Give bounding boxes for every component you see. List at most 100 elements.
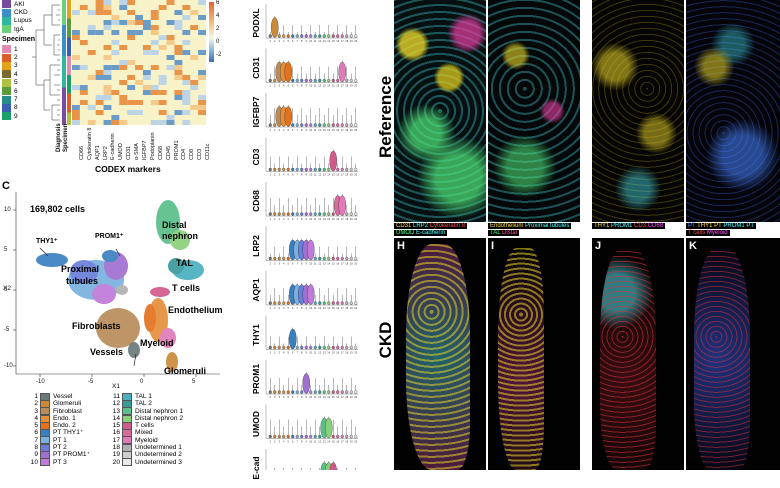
heatmap-cell bbox=[166, 65, 175, 70]
marker-label: CD3 bbox=[197, 148, 204, 160]
cluster-label: Vessel bbox=[53, 393, 73, 400]
caption-segment: PROM1 bbox=[611, 223, 635, 229]
cluster-number: 19 bbox=[112, 451, 120, 459]
violin-x-tick: 17 bbox=[341, 440, 344, 444]
violin-shape bbox=[313, 167, 317, 172]
marker-heatmap bbox=[72, 0, 206, 125]
violin-x-tick: 18 bbox=[345, 84, 348, 88]
heatmap-cell bbox=[79, 85, 88, 90]
heatmap-cell bbox=[103, 55, 112, 60]
violin-shape bbox=[277, 345, 281, 350]
violin-x-tick: 17 bbox=[341, 84, 344, 88]
violin-x-tick: 5 bbox=[288, 395, 290, 399]
heatmap-cell bbox=[150, 40, 159, 45]
violin-x-tick: 16 bbox=[336, 440, 339, 444]
legend-label: IgA bbox=[14, 25, 24, 33]
cluster-label: PT 3 bbox=[53, 458, 67, 466]
violin-plots: 1 2 3 4 5 6 7 8 9 10 11 12 13 14 15 16 17 18 19 201 2 3 4 5 6 7 8 9… bbox=[265, 4, 358, 470]
violin-x-tick: 3 bbox=[279, 262, 281, 266]
specimen-legend-item: 3 bbox=[2, 61, 18, 70]
cluster-number: 10 bbox=[30, 458, 38, 466]
violin-x-tick: 2 bbox=[274, 306, 276, 310]
cluster-label: Undetermined 3 bbox=[135, 458, 182, 466]
violin-shape bbox=[309, 434, 313, 439]
violin-shape bbox=[295, 434, 299, 439]
heatmap-cell bbox=[158, 75, 167, 80]
violin-shape bbox=[336, 345, 340, 350]
violin-x-tick: 11 bbox=[314, 262, 317, 266]
umap-label-nephron: nephron bbox=[162, 231, 198, 241]
violin-x-tick: 9 bbox=[306, 173, 308, 177]
heatmap-cell bbox=[72, 115, 80, 120]
heatmap-cell bbox=[95, 10, 104, 15]
specimen-legend-item: 7 bbox=[2, 95, 18, 104]
cluster-legend-item: 16 Mixed bbox=[110, 429, 183, 438]
marker-label: CD4 bbox=[181, 148, 188, 160]
violin-x-tick: 9 bbox=[306, 395, 308, 399]
panel-letter-j: J bbox=[595, 240, 602, 252]
cluster-label: Undetermined 2 bbox=[135, 451, 182, 459]
cluster-legend-item: 7 PT 1 bbox=[28, 436, 90, 445]
heatmap-cell bbox=[111, 30, 120, 35]
violin-x-tick: 13 bbox=[323, 262, 326, 266]
caption-segment: Distal bbox=[502, 230, 518, 236]
heatmap-cell bbox=[142, 25, 151, 30]
umap-x-tick: -10 bbox=[36, 379, 45, 385]
violin-x-tick: 5 bbox=[288, 84, 290, 88]
violin-shape bbox=[336, 78, 340, 83]
violin-shape bbox=[322, 123, 326, 127]
violin-x-tick: 7 bbox=[297, 217, 299, 221]
heatmap-color-scale bbox=[209, 2, 214, 62]
caption-reference-1: CD31 LRP2 Cytokeratin 8 bbox=[394, 223, 468, 229]
cluster-label: T cells bbox=[135, 422, 154, 430]
violin-shape bbox=[336, 434, 340, 439]
heatmap-cell bbox=[150, 65, 159, 70]
umap-label-fibroblasts: Fibroblasts bbox=[72, 321, 121, 331]
legend-label: 2 bbox=[14, 54, 18, 62]
violin-shape bbox=[354, 78, 358, 83]
legend-label: AKI bbox=[14, 0, 25, 8]
violin-x-tick: 10 bbox=[309, 440, 312, 444]
heatmap-cell bbox=[95, 95, 104, 100]
cluster-legend-item: 4 Endo. 1 bbox=[28, 414, 90, 423]
panel-letter-h: H bbox=[397, 240, 405, 252]
violin-x-tick: 19 bbox=[350, 440, 353, 444]
cluster-number: 5 bbox=[34, 422, 38, 430]
panel-letter-k: K bbox=[689, 240, 697, 252]
umap-label-prom1: PROM1⁺ bbox=[95, 233, 124, 240]
cluster-number: 15 bbox=[112, 422, 120, 430]
violin-shape bbox=[354, 167, 358, 172]
violin-shape bbox=[349, 434, 353, 439]
violin-x-tick: 6 bbox=[292, 217, 294, 221]
violin-x-tick: 13 bbox=[323, 217, 326, 221]
heatmap-cell bbox=[142, 90, 151, 95]
violin-x-tick: 8 bbox=[301, 306, 303, 310]
marker-label: CD8 bbox=[189, 148, 196, 160]
cluster-number: 18 bbox=[112, 444, 120, 452]
violin-x-tick: 1 bbox=[270, 173, 272, 177]
heatmap-cell bbox=[158, 35, 167, 40]
heatmap-cell bbox=[198, 105, 206, 110]
violin-shape bbox=[322, 167, 326, 172]
violin-shape bbox=[354, 390, 358, 394]
umap-label-tal: TAL bbox=[176, 258, 193, 268]
violin-shape bbox=[327, 34, 331, 38]
violin-shape bbox=[286, 34, 290, 38]
violin-x-tick: 5 bbox=[288, 173, 290, 177]
violin-x-tick: 2 bbox=[274, 351, 276, 355]
heatmap-cell bbox=[79, 65, 88, 70]
violin-x-tick: 15 bbox=[332, 173, 335, 177]
caption-reference-2b: TAL Distal bbox=[488, 230, 520, 236]
violin-x-tick: 13 bbox=[323, 351, 326, 355]
cluster-legend-item: 2 Glomeruli bbox=[28, 399, 90, 408]
violin-shape bbox=[329, 150, 338, 172]
heatmap-cell bbox=[150, 10, 159, 15]
violin-shape bbox=[286, 256, 290, 261]
violin-x-tick: 9 bbox=[306, 39, 308, 43]
cluster-label: Mixed bbox=[135, 429, 153, 437]
violin-x-tick: 5 bbox=[288, 306, 290, 310]
violin-shape bbox=[322, 212, 326, 216]
cluster-number: 1 bbox=[34, 393, 38, 400]
legend-label: 5 bbox=[14, 79, 18, 87]
cluster-label: PT PROM1⁺ bbox=[53, 451, 91, 459]
